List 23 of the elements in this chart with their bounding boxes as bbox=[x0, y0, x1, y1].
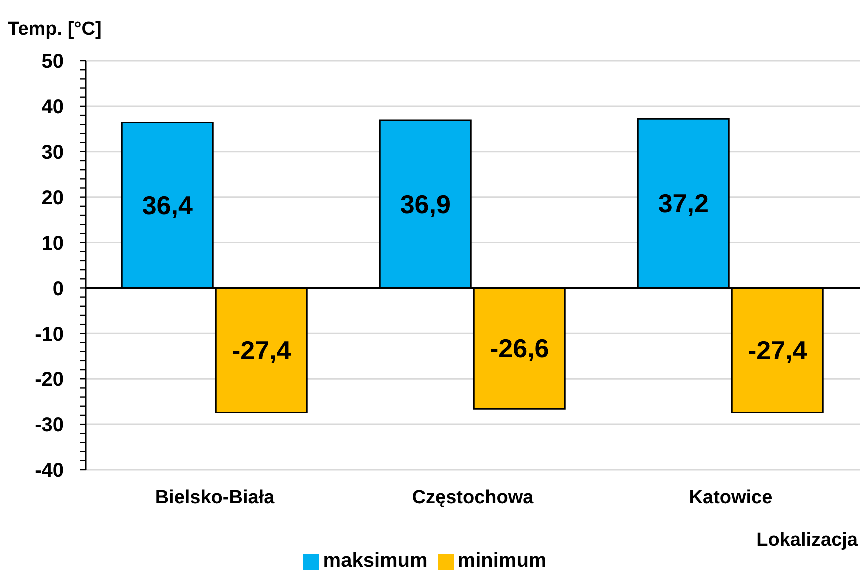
data-label: 37,2 bbox=[658, 188, 709, 219]
y-tick-label: -10 bbox=[35, 324, 64, 346]
y-axis-title: Temp. [°C] bbox=[8, 19, 102, 40]
y-tick-label: 50 bbox=[42, 51, 64, 74]
data-label: -27,4 bbox=[748, 335, 808, 366]
y-tick-label: -20 bbox=[35, 369, 64, 392]
y-tick-label: 10 bbox=[42, 232, 64, 255]
data-label: -26,6 bbox=[490, 334, 550, 364]
y-tick-label: 20 bbox=[42, 187, 64, 210]
y-tick-label: -40 bbox=[35, 460, 64, 482]
x-tick-label: Bielsko-Biała bbox=[155, 487, 276, 508]
y-tick-label: -30 bbox=[35, 414, 64, 437]
data-label: 36,4 bbox=[142, 190, 194, 221]
x-tick-label: Częstochowa bbox=[412, 487, 534, 508]
y-tick-label: 30 bbox=[42, 142, 64, 164]
x-axis-title: Lokalizacja bbox=[756, 530, 858, 551]
data-label: -27,4 bbox=[232, 335, 292, 366]
x-tick-label: Katowice bbox=[689, 487, 773, 508]
legend-label: maksimum bbox=[323, 550, 428, 572]
legend-label: minimum bbox=[458, 550, 547, 572]
data-label: 36,9 bbox=[400, 189, 451, 220]
y-tick-label: 0 bbox=[52, 278, 64, 300]
y-tick-label: 40 bbox=[42, 96, 64, 119]
